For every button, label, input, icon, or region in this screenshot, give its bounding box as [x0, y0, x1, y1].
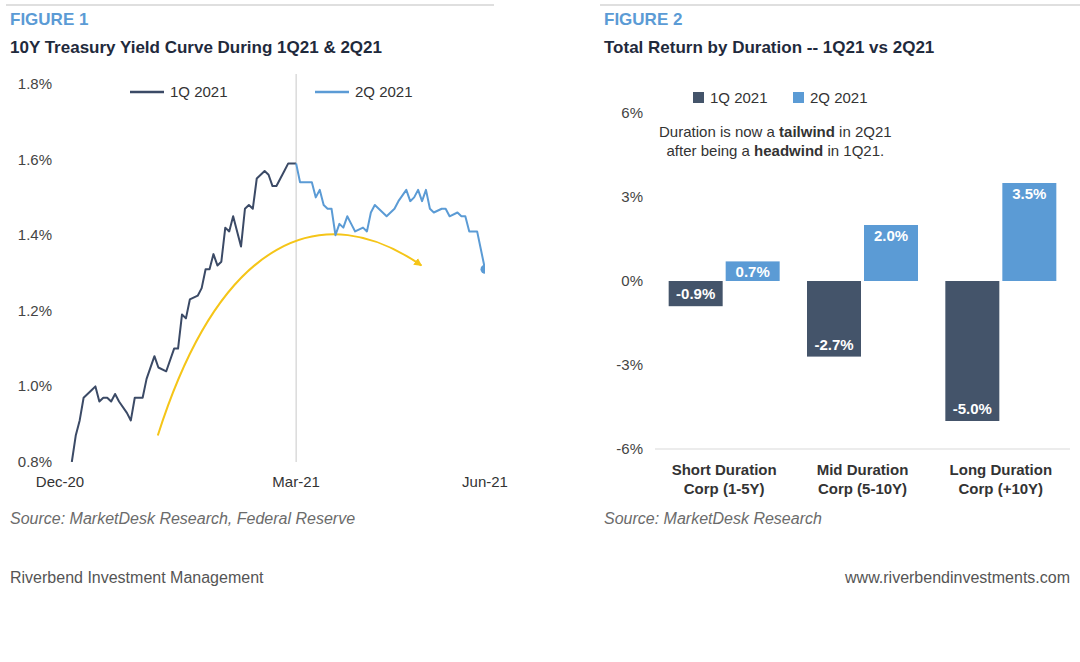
- x-tick-label-line: Corp (1-5Y): [684, 480, 765, 497]
- data-labels: -0.9% 0.7% -2.7% 2.0% -5.0% 3.5%: [676, 185, 1046, 417]
- annotation-word: in: [835, 123, 851, 140]
- annotation-word: 2Q21: [851, 123, 892, 140]
- x-tick-label: Jun-21: [462, 473, 508, 490]
- trend-arrow: [158, 234, 422, 435]
- bar: [945, 281, 999, 421]
- data-label: -0.9%: [676, 285, 715, 302]
- x-axis-line: [655, 449, 1070, 450]
- annotation-word: is: [716, 123, 731, 140]
- y-tick-label: 1.0%: [18, 377, 52, 394]
- figure-header: FIGURE 1 10Y Treasury Yield Curve During …: [6, 5, 494, 527]
- annotation-word: a: [737, 142, 750, 159]
- annotation-word: now: [731, 123, 763, 140]
- bar: [726, 261, 780, 281]
- legend-label: 2Q 2021: [355, 83, 413, 100]
- legend-swatch: [315, 91, 349, 94]
- x-tick-label: Short Duration Corp (1-5Y): [672, 461, 777, 497]
- x-tick-label-line: Corp (5-10Y): [818, 480, 907, 497]
- y-tick-label: 1.4%: [18, 226, 52, 243]
- plot-data: [72, 163, 485, 462]
- annotation-word: in: [823, 142, 839, 159]
- x-tick-label: Dec-20: [36, 473, 84, 490]
- header-rule: [600, 5, 1080, 6]
- data-label: -2.7%: [814, 336, 853, 353]
- x-divider: [296, 74, 297, 462]
- axes: Dec-20 Mar-21 Jun-21 0.8% 1.0% 1.2% 1.4% 1.6% 1.…: [18, 74, 508, 490]
- series-line: [72, 163, 296, 462]
- y-tick-label: -6%: [616, 440, 643, 457]
- annotation-text: Duration is now a tailwind in 2Q21: [659, 123, 892, 140]
- y-tick-label: 0%: [621, 272, 643, 289]
- y-tick-label: 0.8%: [18, 453, 52, 470]
- x-tick-label-line: Corp (+10Y): [959, 480, 1044, 497]
- figure-label: FIGURE 2: [604, 10, 682, 29]
- y-tick-label: 6%: [621, 104, 643, 121]
- source-note: Source: MarketDesk Research, Federal Res…: [10, 510, 355, 527]
- plot-data: [669, 183, 1057, 421]
- footer-right: www.riverbendinvestments.com: [844, 569, 1070, 586]
- y-tick-label: 1.2%: [18, 302, 52, 319]
- end-marker: [481, 265, 486, 274]
- footer-left: Riverbend Investment Management: [10, 569, 264, 586]
- legend: 1Q 2021 2Q 2021: [693, 89, 868, 106]
- x-tick-label: Long Duration Corp (+10Y): [950, 461, 1052, 497]
- bar: [1002, 183, 1056, 281]
- x-tick-label: Mar-21: [272, 473, 320, 490]
- chart-title: Total Return by Duration -- 1Q21 vs 2Q21: [604, 38, 934, 57]
- background: [0, 0, 1080, 662]
- bar: [807, 281, 861, 357]
- legend-swatch: [130, 91, 164, 94]
- y-tick-label: 1.8%: [18, 75, 52, 92]
- annotation-word: Duration: [659, 123, 716, 140]
- x-tick-label: Mid Duration Corp (5-10Y): [817, 461, 909, 497]
- x-tick-label-line: Long Duration: [950, 461, 1052, 478]
- annotation-word: a: [762, 123, 775, 140]
- footer: Riverbend Investment Management www.river…: [10, 569, 1070, 586]
- annotation-word: 1Q21.: [839, 142, 884, 159]
- figure-label: FIGURE 1: [10, 10, 88, 29]
- legend-label: 1Q 2021: [710, 89, 768, 106]
- data-label: -5.0%: [953, 400, 992, 417]
- annotation-word: tailwind: [775, 123, 835, 140]
- data-label: 3.5%: [1012, 185, 1046, 202]
- y-tick-label: 1.6%: [18, 151, 52, 168]
- stage: FIGURE 1 10Y Treasury Yield Curve During …: [0, 0, 1080, 662]
- data-label: 2.0%: [874, 227, 908, 244]
- chart-title: 10Y Treasury Yield Curve During 1Q21 & 2…: [10, 38, 382, 57]
- annotation-word: headwind: [750, 142, 823, 159]
- y-tick-label: -3%: [616, 356, 643, 373]
- legend-label: 2Q 2021: [810, 89, 868, 106]
- bar: [669, 281, 723, 306]
- y-tick-label: 3%: [621, 188, 643, 205]
- legend-label: 1Q 2021: [170, 83, 228, 100]
- legend: 1Q 2021 2Q 2021: [130, 83, 413, 100]
- header-rule: [6, 5, 494, 6]
- annotation-word: being: [697, 142, 738, 159]
- legend-swatch: [793, 92, 804, 103]
- axes: -6% -3% 0% 3% 6% Short Duration Corp (1-5Y) Mid…: [616, 104, 1070, 497]
- figure-header: FIGURE 2 Total Return by Duration -- 1Q21…: [600, 5, 1080, 527]
- annotation: Duration is now a tailwind in 2Q21 after …: [659, 123, 892, 159]
- x-tick-label-line: Mid Duration: [817, 461, 909, 478]
- series-line: [296, 163, 485, 269]
- data-label: 0.7%: [736, 263, 770, 280]
- source-note: Source: MarketDesk Research: [604, 510, 822, 527]
- x-tick-label-line: Short Duration: [672, 461, 777, 478]
- bar: [864, 225, 918, 281]
- legend-swatch: [693, 92, 704, 103]
- annotation-word: after: [667, 142, 697, 159]
- annotation-text: after being a headwind in 1Q21.: [667, 142, 885, 159]
